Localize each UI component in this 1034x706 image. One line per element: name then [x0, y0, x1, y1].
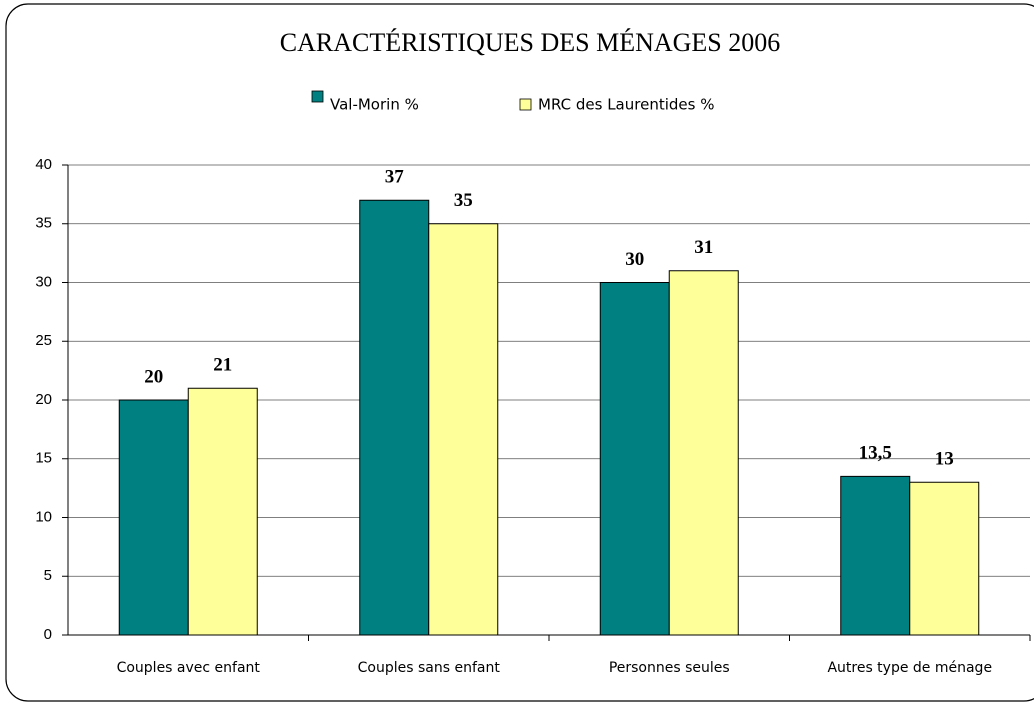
bar — [428, 223, 499, 636]
bar — [118, 399, 189, 636]
value-label: 30 — [625, 249, 644, 270]
bar — [359, 199, 430, 636]
legend-swatch — [311, 90, 324, 103]
bar — [668, 270, 739, 636]
legend-swatch — [519, 98, 532, 111]
value-label: 31 — [694, 237, 713, 258]
y-tick-label: 10 — [35, 508, 52, 525]
chart-title: CARACTÉRISTIQUES DES MÉNAGES 2006 — [280, 28, 781, 57]
value-label: 35 — [454, 190, 473, 211]
x-tick-label: Personnes seules — [609, 660, 730, 676]
value-label: 13 — [935, 449, 954, 470]
y-tick-label: 25 — [35, 332, 52, 349]
x-tick-label: Couples avec enfant — [117, 660, 261, 676]
bar — [840, 475, 911, 636]
bar — [599, 282, 670, 636]
value-label: 20 — [144, 366, 163, 387]
x-tick-label: Autres type de ménage — [827, 660, 992, 676]
x-tick-label: Couples sans enfant — [358, 660, 501, 676]
y-tick-label: 0 — [44, 626, 52, 643]
y-tick-label: 20 — [35, 391, 52, 408]
y-tick-label: 15 — [35, 450, 52, 467]
bar — [187, 387, 258, 636]
value-label: 13,5 — [859, 443, 892, 464]
value-label: 37 — [385, 167, 405, 188]
chart-border — [5, 3, 1034, 702]
legend-label: MRC des Laurentides % — [538, 96, 714, 114]
value-label: 21 — [213, 355, 232, 376]
y-tick-label: 5 — [44, 567, 52, 584]
bar — [909, 481, 980, 636]
y-tick-label: 40 — [35, 156, 52, 173]
y-tick-label: 30 — [35, 273, 52, 290]
y-tick-label: 35 — [35, 215, 52, 232]
legend-label: Val-Morin % — [330, 96, 419, 114]
